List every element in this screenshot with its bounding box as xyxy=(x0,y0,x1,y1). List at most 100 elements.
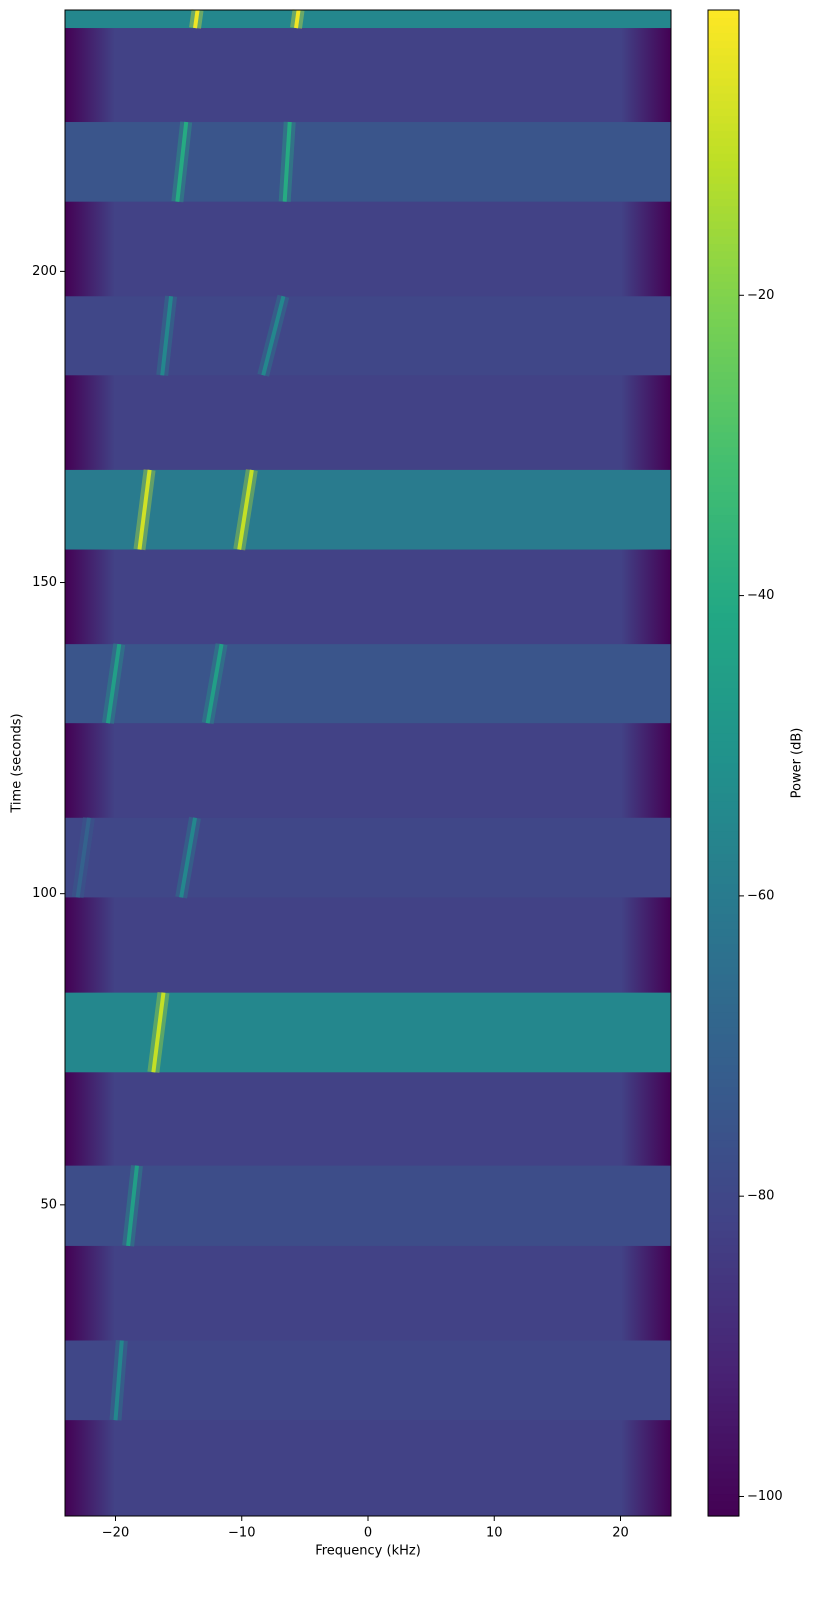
colorbar-swatch xyxy=(708,160,739,169)
colorbar-swatch xyxy=(708,1380,739,1389)
colorbar-swatch xyxy=(708,1064,739,1073)
colorbar-swatch xyxy=(708,1478,739,1487)
burst xyxy=(65,1165,671,1246)
colorbar-swatch xyxy=(708,1124,739,1133)
colorbar-swatch xyxy=(708,1026,739,1035)
colorbar-swatch xyxy=(708,1214,739,1223)
colorbar-swatch xyxy=(708,10,739,19)
colorbar-swatch xyxy=(708,988,739,998)
colorbar-tick-label: −40 xyxy=(747,588,774,603)
colorbar-swatch xyxy=(708,830,739,839)
colorbar-swatch xyxy=(708,190,739,199)
colorbar-swatch xyxy=(708,958,739,967)
background xyxy=(65,10,671,1516)
colorbar-swatch xyxy=(708,1470,739,1479)
colorbar-swatch xyxy=(708,1448,739,1457)
edge-rolloff xyxy=(65,10,115,1516)
colorbar-swatch xyxy=(708,1342,739,1351)
colorbar-swatch xyxy=(708,1154,739,1163)
tone xyxy=(205,643,224,724)
colorbar-swatch xyxy=(708,552,739,561)
colorbar-swatch xyxy=(708,732,739,742)
colorbar-swatch xyxy=(708,687,739,696)
colorbar-swatch xyxy=(708,168,739,177)
colorbar-swatch xyxy=(708,883,739,892)
colorbar-swatch xyxy=(708,778,739,787)
colorbar-swatch xyxy=(708,326,739,335)
colorbar-swatch xyxy=(708,793,739,802)
tone xyxy=(151,992,166,1073)
colorbar-swatch xyxy=(708,642,739,651)
colorbar-swatch xyxy=(708,85,739,94)
colorbar-swatch xyxy=(708,138,739,147)
colorbar-swatch xyxy=(708,702,739,711)
colorbar-swatch xyxy=(708,891,739,900)
colorbar-swatch xyxy=(708,1071,739,1080)
colorbar-swatch xyxy=(708,499,739,508)
colorbar-swatch xyxy=(708,243,739,252)
colorbar-swatch xyxy=(708,973,739,982)
colorbar-swatch xyxy=(708,1139,739,1148)
burst xyxy=(65,992,671,1073)
colorbar-swatch xyxy=(708,183,739,192)
colorbar-label: Power (dB) xyxy=(790,728,805,799)
colorbar-swatch xyxy=(708,1162,739,1171)
tone xyxy=(105,643,122,724)
colorbar-swatch xyxy=(708,1109,739,1118)
colorbar-swatch xyxy=(708,220,739,229)
colorbar-swatch xyxy=(708,506,739,516)
colorbar-swatch xyxy=(708,153,739,162)
colorbar-swatch xyxy=(708,1207,739,1216)
colorbar-tick-label: −60 xyxy=(747,888,774,903)
x-tick-label: 0 xyxy=(364,1526,372,1541)
colorbar-swatch xyxy=(708,1131,739,1141)
colorbar-swatch xyxy=(708,70,739,79)
colorbar-swatch xyxy=(708,582,739,591)
colorbar-swatch xyxy=(708,966,739,975)
colorbar-swatch xyxy=(708,981,739,990)
colorbar-swatch xyxy=(708,55,739,64)
colorbar-swatch xyxy=(708,1259,739,1269)
colorbar-swatch xyxy=(708,1455,739,1464)
colorbar-swatch xyxy=(708,529,739,538)
colorbar-swatch xyxy=(708,898,739,907)
colorbar-swatch xyxy=(708,288,739,297)
colorbar-swatch xyxy=(708,40,739,49)
colorbar-tick-label: −20 xyxy=(747,288,774,303)
x-tick-label: 10 xyxy=(486,1526,503,1541)
colorbar-swatch xyxy=(708,122,739,132)
colorbar-swatch xyxy=(708,348,739,357)
tone xyxy=(193,9,200,29)
colorbar-swatch xyxy=(708,1312,739,1321)
x-axis-label: Frequency (kHz) xyxy=(315,1544,421,1559)
colorbar-swatch xyxy=(708,875,739,885)
colorbar-swatch xyxy=(708,47,739,56)
colorbar-swatch xyxy=(708,371,739,380)
colorbar-swatch xyxy=(708,1320,739,1329)
colorbar-swatch xyxy=(708,356,739,365)
colorbar-swatch xyxy=(708,213,739,222)
colorbar-swatch xyxy=(708,589,739,598)
colorbar-swatch xyxy=(708,695,739,704)
colorbar-swatch xyxy=(708,311,739,320)
colorbar-swatch xyxy=(708,1086,739,1095)
colorbar-swatch xyxy=(708,1237,739,1246)
colorbar-swatch xyxy=(708,951,739,960)
colorbar-swatch xyxy=(708,281,739,290)
burst xyxy=(65,469,671,550)
colorbar-swatch xyxy=(708,1041,739,1050)
colorbar-swatch xyxy=(708,1395,739,1404)
colorbar-swatch xyxy=(708,567,739,576)
colorbar-swatch xyxy=(708,107,739,117)
colorbar-swatch xyxy=(708,928,739,937)
colorbar-swatch xyxy=(708,1425,739,1434)
colorbar-swatch xyxy=(708,386,739,395)
colorbar-swatch xyxy=(708,62,739,71)
x-tick-label: −20 xyxy=(102,1526,129,1541)
colorbar-swatch xyxy=(708,1305,739,1314)
colorbar-swatch xyxy=(708,318,739,327)
colorbar-swatch xyxy=(708,484,739,493)
colorbar-swatch xyxy=(708,1365,739,1374)
colorbar-swatch xyxy=(708,77,739,86)
colorbar-swatch xyxy=(708,800,739,809)
